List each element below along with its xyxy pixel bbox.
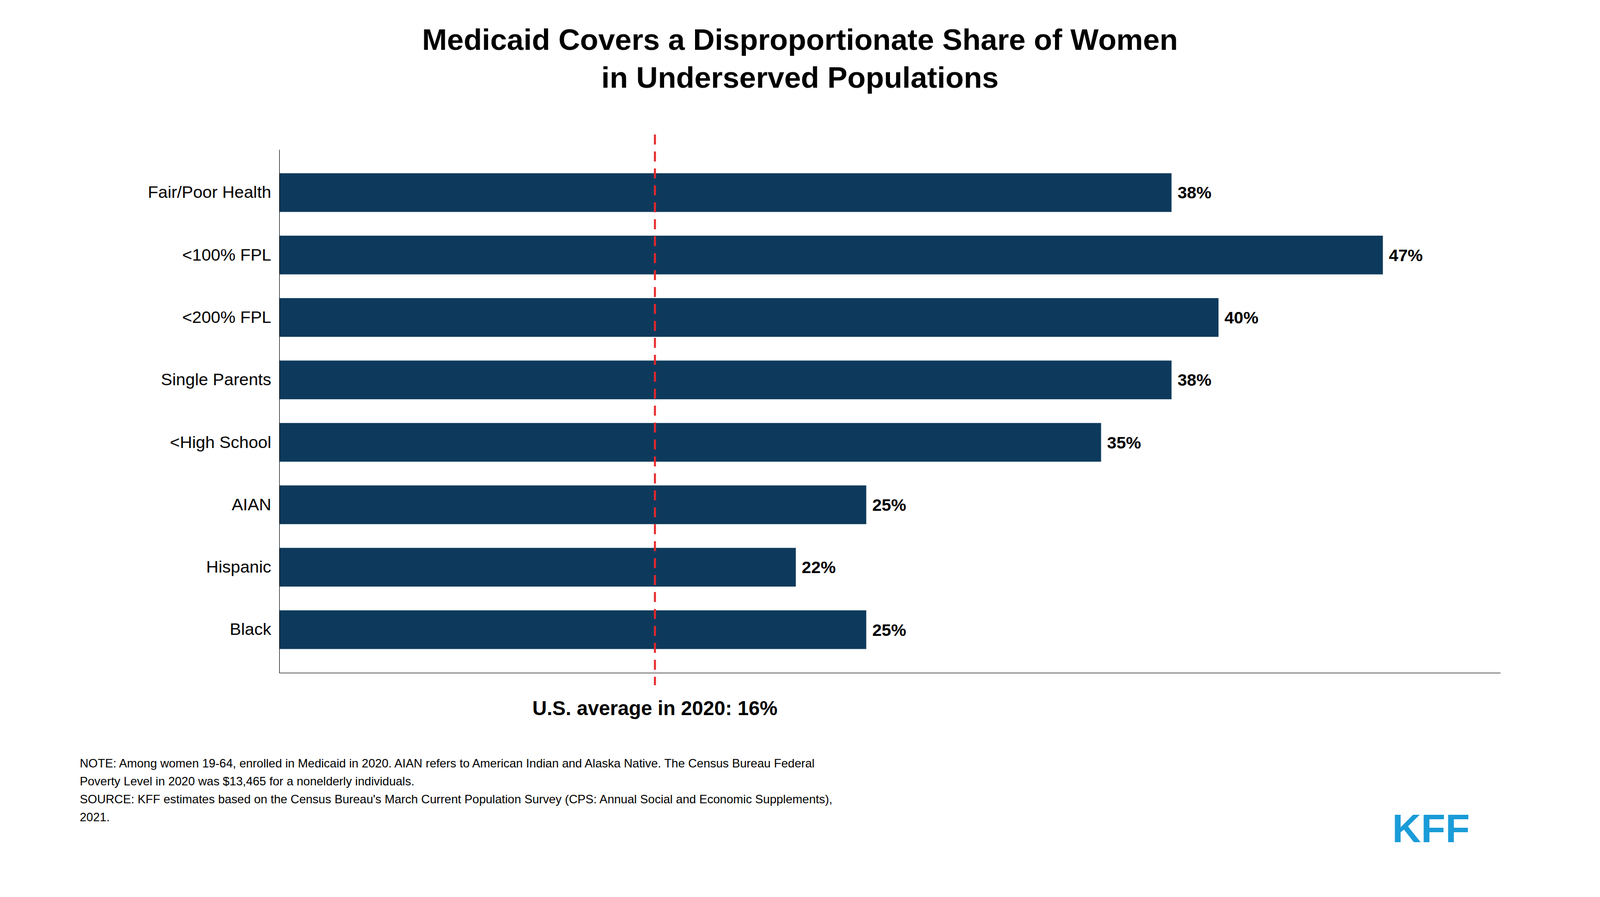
y-tick-label: <High School [170, 432, 272, 452]
bar [279, 610, 867, 650]
bar [279, 173, 1172, 213]
data-label: 35% [1106, 433, 1141, 453]
y-tick: <200% FPL [181, 307, 280, 327]
data-label: 25% [872, 495, 906, 515]
bar [279, 235, 1384, 275]
y-tick: Hispanic [206, 557, 280, 577]
data-label: 40% [1224, 308, 1259, 328]
y-tick-label: Hispanic [206, 557, 272, 577]
y-tick: Single Parents [161, 369, 280, 389]
note: Poverty Level in 2020 was $13,465 for a … [79, 774, 415, 789]
average-label: U.S. average in 2020: 16% [532, 697, 778, 720]
title-line: in Underserved Populations [601, 60, 999, 95]
note: NOTE: Among women 19-64, enrolled in Med… [79, 756, 815, 771]
average-line [654, 134, 657, 686]
x-axis-line [279, 673, 1501, 674]
annotations: U.S. average in 2020: 16% NOTE: Among wom… [79, 134, 1470, 852]
data-label: 47% [1389, 245, 1423, 265]
bar [279, 298, 1219, 338]
data-label: 25% [872, 620, 906, 640]
bar [279, 423, 1101, 463]
data-label: 22% [801, 557, 836, 577]
y-tick-label: <100% FPL [181, 245, 272, 265]
note: 2021. [79, 810, 110, 825]
logo: KFF [1392, 806, 1470, 852]
y-tick: AIAN [231, 495, 280, 515]
title-line: Medicaid Covers a Disproportionate Share… [422, 22, 1179, 57]
y-tick: Fair/Poor Health [147, 182, 280, 202]
bars [279, 173, 1384, 650]
y-tick-label: Single Parents [161, 369, 272, 389]
bar [279, 547, 796, 587]
y-tick-label: Black [229, 619, 272, 639]
bar [279, 360, 1172, 400]
data-labels: 38% 47% 40% 38% 35% 25% 22% 25% [801, 182, 1423, 640]
y-tick-label: AIAN [231, 495, 272, 515]
y-tick-label: <200% FPL [181, 307, 272, 327]
y-axis: Fair/Poor Health <100% FPL <200% FPL Single… [147, 150, 280, 674]
note: SOURCE: KFF estimates based on the Censu… [79, 792, 833, 807]
data-label: 38% [1177, 182, 1212, 202]
y-axis-line [279, 150, 280, 674]
title: Medicaid Covers a Disproportionate Share… [422, 22, 1179, 95]
data-label: 38% [1177, 370, 1212, 390]
x-axis [279, 673, 1501, 674]
y-tick: <100% FPL [181, 245, 280, 265]
y-tick: Black [229, 619, 280, 639]
bar [279, 485, 867, 525]
y-tick-label: Fair/Poor Health [147, 182, 272, 202]
y-tick: <High School [170, 432, 280, 452]
chart: Medicaid Covers a Disproportionate Share… [0, 0, 1600, 897]
plot: Fair/Poor Health <100% FPL <200% FPL Single… [147, 150, 1501, 674]
